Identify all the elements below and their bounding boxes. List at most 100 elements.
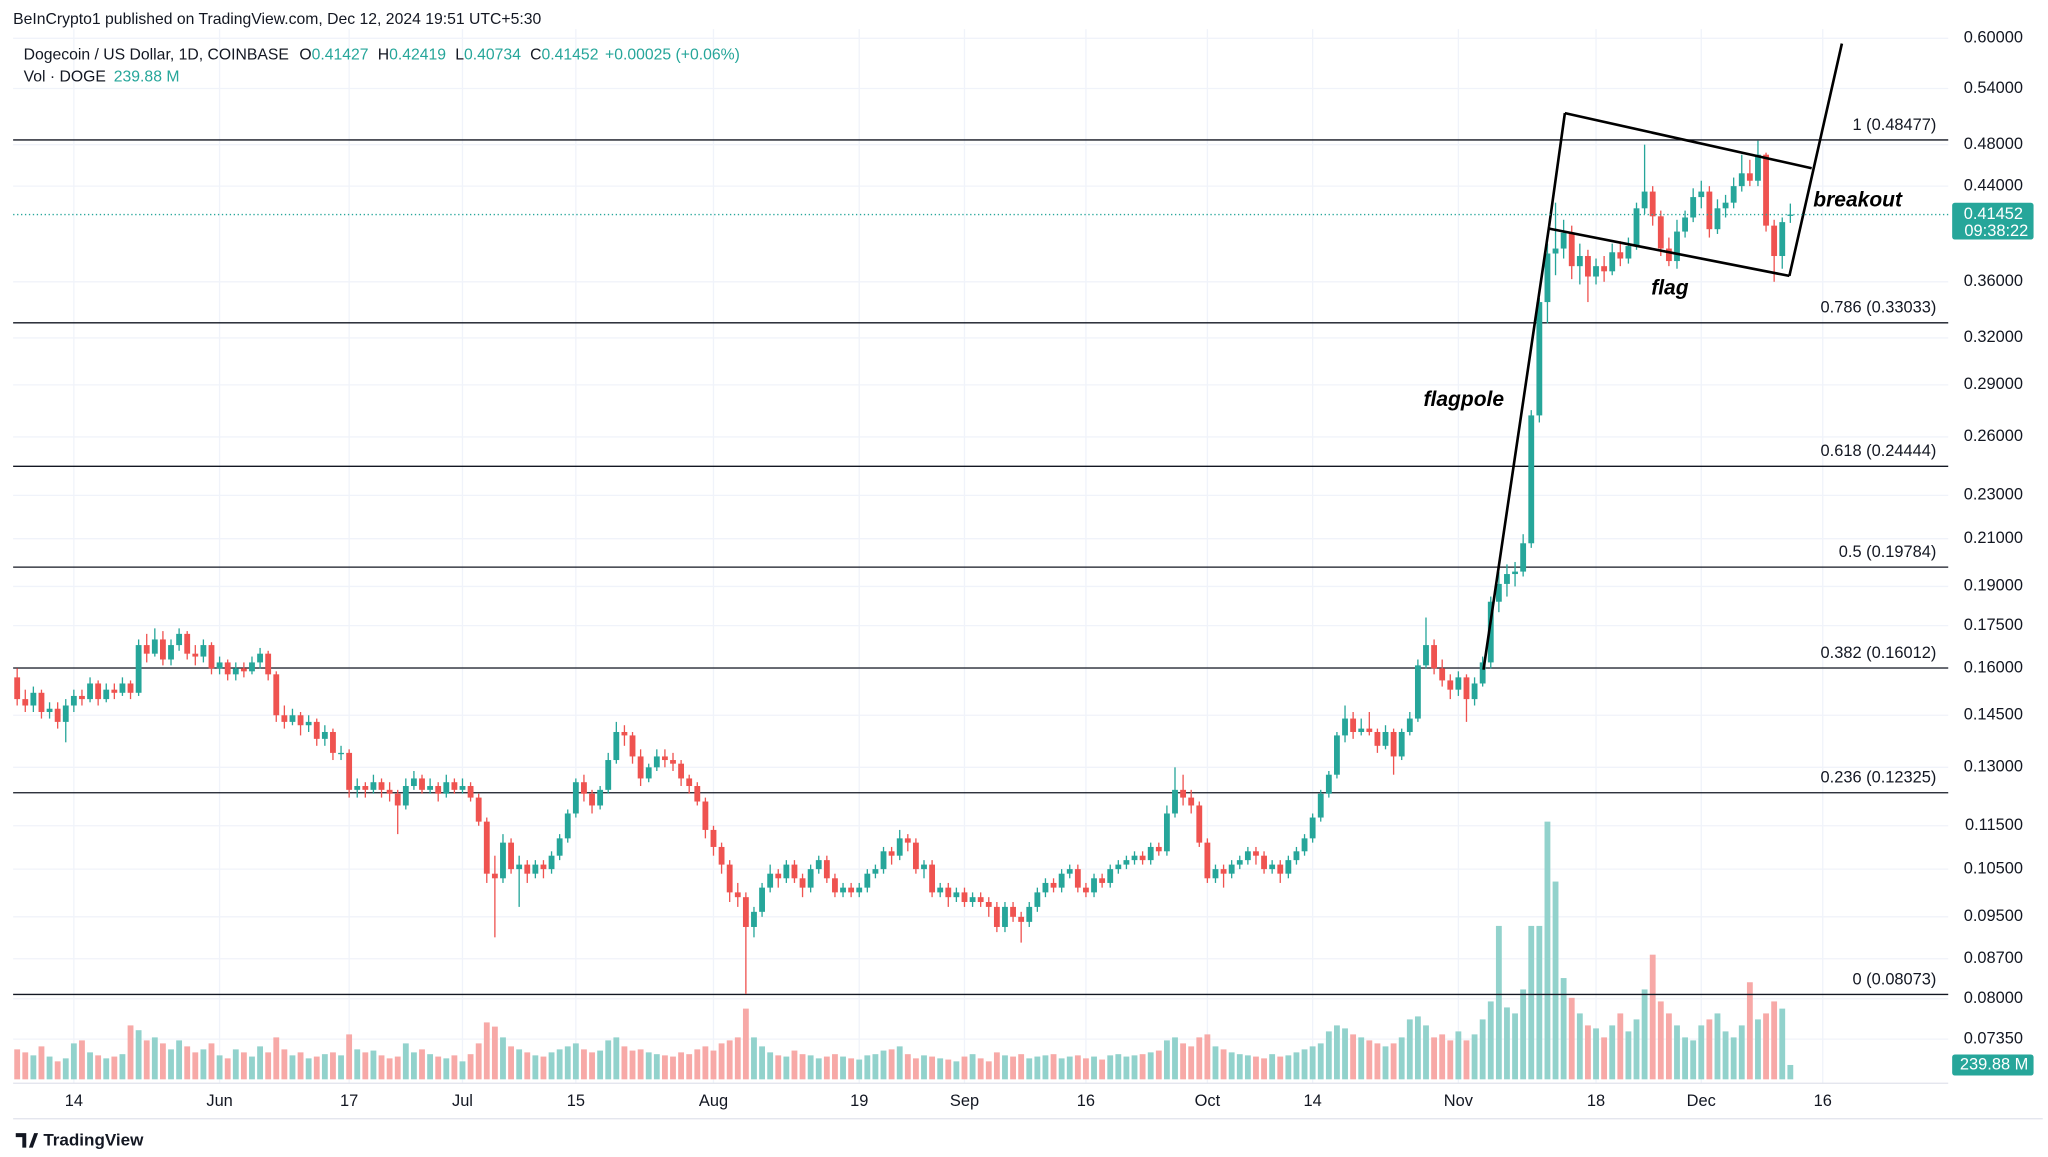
candle-body bbox=[1495, 583, 1502, 602]
candle-body bbox=[1722, 202, 1729, 209]
volume-bar bbox=[176, 1040, 183, 1080]
y-tick-label: 0.23000 bbox=[1964, 486, 2023, 504]
candle-body bbox=[1455, 677, 1462, 690]
volume-bar bbox=[475, 1043, 482, 1080]
volume-bar bbox=[378, 1055, 385, 1080]
candle-body bbox=[1601, 266, 1608, 272]
candle-body bbox=[419, 778, 425, 790]
candle-body bbox=[1382, 731, 1389, 746]
volume-bar bbox=[208, 1043, 215, 1080]
candle-body bbox=[767, 873, 774, 888]
volume-bar bbox=[151, 1037, 158, 1080]
candle-body bbox=[459, 786, 466, 790]
volume-bar bbox=[1236, 1054, 1243, 1080]
last-price-badge bbox=[1952, 202, 2034, 240]
ohlc-key: L bbox=[455, 46, 464, 63]
candle-body bbox=[815, 860, 822, 870]
volume-bar bbox=[289, 1055, 296, 1080]
candle-body bbox=[370, 782, 377, 790]
volume-bar bbox=[427, 1054, 434, 1080]
y-tick-label: 0.16000 bbox=[1964, 659, 2023, 677]
candle-body bbox=[985, 902, 992, 907]
candle-body bbox=[694, 786, 701, 802]
candle-body bbox=[508, 842, 514, 870]
annotation: flag bbox=[1651, 277, 1689, 300]
grid bbox=[13, 29, 1949, 1084]
candle-body bbox=[1552, 248, 1559, 254]
volume-bar bbox=[22, 1052, 29, 1080]
volume-bar bbox=[1447, 1040, 1454, 1080]
candle-body bbox=[1706, 191, 1713, 230]
candle-body bbox=[386, 789, 393, 794]
volume-bar bbox=[1657, 1001, 1664, 1080]
volume-bar bbox=[937, 1058, 944, 1080]
volume-bar bbox=[1099, 1059, 1106, 1080]
candle-body bbox=[1228, 864, 1235, 874]
y-tick-label: 0.17500 bbox=[1964, 616, 2023, 634]
y-tick-label: 0.36000 bbox=[1964, 272, 2023, 290]
candle-body bbox=[289, 715, 296, 722]
fib-label: 0 (0.08073) bbox=[1852, 970, 1936, 988]
y-tick-label: 0.48000 bbox=[1964, 135, 2023, 153]
candle-body bbox=[791, 864, 798, 879]
candle-body bbox=[378, 782, 385, 790]
candle-body bbox=[783, 864, 790, 879]
volume-badge bbox=[1952, 1054, 2034, 1076]
y-tick-label: 0.60000 bbox=[1964, 29, 2023, 47]
candle-body bbox=[1714, 208, 1721, 230]
volume-bar bbox=[1066, 1056, 1073, 1080]
volume-bar bbox=[807, 1055, 814, 1080]
volume-bar bbox=[297, 1052, 304, 1080]
candle-body bbox=[896, 838, 903, 856]
volume-bar bbox=[62, 1058, 69, 1080]
candle-body bbox=[1301, 838, 1308, 852]
candle-body bbox=[1155, 846, 1162, 852]
volume-bar bbox=[1325, 1031, 1332, 1080]
volume-bar bbox=[1738, 1025, 1745, 1080]
volume-bar bbox=[1504, 1007, 1510, 1080]
volume-bar bbox=[1374, 1043, 1381, 1080]
candle-body bbox=[823, 860, 830, 879]
volume-bar bbox=[1107, 1055, 1114, 1080]
candle-body bbox=[402, 786, 409, 806]
volume-bar bbox=[87, 1052, 93, 1080]
volume-bar bbox=[1212, 1046, 1219, 1080]
candle-body bbox=[224, 662, 231, 675]
volume-bar bbox=[508, 1046, 514, 1080]
candle-body bbox=[427, 786, 434, 790]
volume-bar bbox=[1479, 1019, 1486, 1080]
volume-bar bbox=[1309, 1046, 1316, 1080]
volume-bar bbox=[556, 1049, 563, 1080]
candle-body bbox=[1374, 731, 1381, 746]
volume-bar bbox=[1398, 1037, 1405, 1080]
candle-body bbox=[1487, 601, 1494, 663]
candle-body bbox=[1042, 882, 1049, 893]
volume-bar bbox=[1317, 1043, 1324, 1080]
volume-bar bbox=[1528, 925, 1535, 1080]
volume-bar bbox=[119, 1054, 126, 1080]
y-tick-label: 0.11500 bbox=[1965, 816, 2023, 834]
volume-bar bbox=[1674, 1025, 1680, 1080]
candle-body bbox=[1188, 797, 1195, 806]
candle-body bbox=[961, 892, 968, 903]
candle-body bbox=[46, 708, 53, 712]
drawings bbox=[1482, 43, 1844, 670]
volume-bar bbox=[1593, 1028, 1599, 1080]
x-tick-label: 14 bbox=[1304, 1092, 1322, 1110]
candle-body bbox=[613, 731, 620, 761]
brand: TradingView bbox=[43, 1131, 144, 1150]
volume-bar bbox=[38, 1046, 45, 1080]
volume-bar bbox=[1244, 1055, 1251, 1080]
volume-bar bbox=[734, 1037, 741, 1080]
candle-body bbox=[297, 715, 304, 726]
annotation: flagpole bbox=[1424, 388, 1505, 411]
volume-bar bbox=[904, 1054, 911, 1080]
volume-bar bbox=[1301, 1049, 1308, 1080]
candle-body bbox=[38, 692, 45, 712]
volume-bar bbox=[775, 1055, 782, 1080]
candle-body bbox=[111, 689, 118, 693]
candle-body bbox=[516, 864, 523, 870]
candle-body bbox=[1730, 186, 1737, 203]
volume-bar bbox=[1342, 1028, 1348, 1080]
volume-bar bbox=[168, 1049, 174, 1080]
